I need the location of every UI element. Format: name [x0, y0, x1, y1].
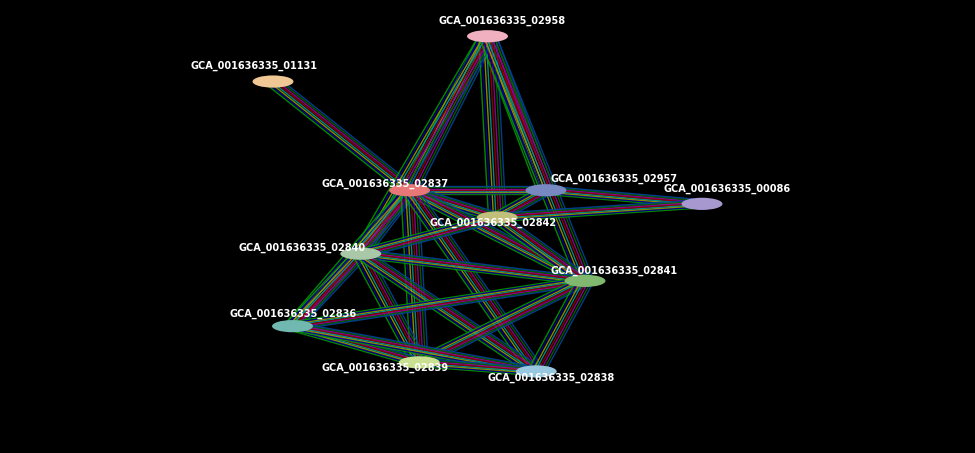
Text: GCA_001636335_02958: GCA_001636335_02958 [439, 15, 566, 25]
Ellipse shape [526, 184, 566, 196]
Text: GCA_001636335_02837: GCA_001636335_02837 [322, 178, 448, 188]
Text: GCA_001636335_02836: GCA_001636335_02836 [229, 308, 356, 318]
Text: GCA_001636335_02841: GCA_001636335_02841 [551, 266, 678, 276]
Ellipse shape [565, 275, 605, 287]
Text: GCA_001636335_02839: GCA_001636335_02839 [322, 363, 448, 373]
Ellipse shape [389, 184, 430, 196]
Text: GCA_001636335_02840: GCA_001636335_02840 [239, 243, 366, 253]
Text: GCA_001636335_02957: GCA_001636335_02957 [551, 174, 678, 184]
Text: GCA_001636335_01131: GCA_001636335_01131 [190, 61, 317, 71]
Ellipse shape [467, 30, 508, 42]
Text: GCA_001636335_02842: GCA_001636335_02842 [429, 218, 556, 228]
Text: GCA_001636335_00086: GCA_001636335_00086 [663, 184, 790, 194]
Ellipse shape [399, 357, 440, 368]
Ellipse shape [477, 212, 518, 223]
Ellipse shape [516, 366, 557, 377]
Text: GCA_001636335_02838: GCA_001636335_02838 [488, 373, 615, 383]
Ellipse shape [272, 320, 313, 332]
Ellipse shape [682, 198, 722, 210]
Ellipse shape [340, 248, 381, 260]
Ellipse shape [253, 76, 293, 87]
